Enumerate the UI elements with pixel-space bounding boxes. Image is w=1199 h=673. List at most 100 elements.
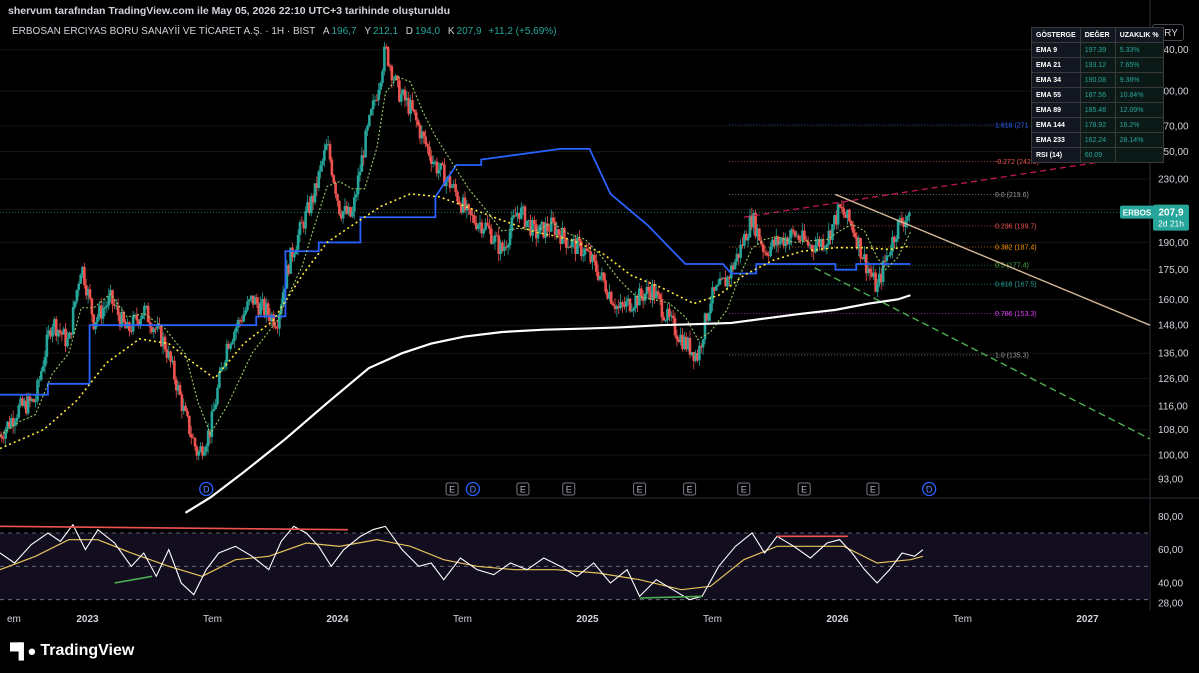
table-row: EMA 55 187.56 10.84% — [1031, 87, 1164, 103]
candle-body — [248, 299, 251, 302]
candle-body — [662, 317, 666, 321]
candle-body — [274, 326, 277, 328]
candle-body — [868, 268, 872, 273]
close-value: 207,9 — [456, 26, 482, 37]
candle-body — [291, 247, 294, 258]
candle-body — [525, 220, 529, 227]
candle-body — [763, 251, 767, 253]
table-cell-dist: 12.09% — [1114, 102, 1164, 118]
candle-body — [491, 241, 495, 244]
time-axis: em 2023 Tem 2024 Tem 2025 Tem 2026 Tem 2027 — [7, 614, 1099, 625]
candle-body — [64, 328, 67, 347]
candle-body — [713, 287, 716, 291]
candle-body — [287, 265, 291, 274]
price-tick-label: 340,00 — [1158, 45, 1189, 56]
price-tick-label: 136,00 — [1158, 349, 1189, 360]
candle-body — [733, 261, 737, 270]
candle-body — [816, 239, 819, 245]
candle-body — [519, 207, 523, 219]
candle-body — [66, 338, 69, 347]
rsi-tick-label: 28,00 — [1158, 599, 1183, 610]
candle-body — [396, 75, 399, 81]
fib-label: -0.272 (242.5) — [995, 159, 1039, 166]
rsi-tick-label: 60,00 — [1158, 545, 1183, 556]
candle-body — [900, 218, 904, 224]
fib-label: 0.382 (187.4) — [995, 244, 1037, 251]
candle-body — [634, 295, 637, 309]
candle-body — [454, 184, 457, 192]
candle-body — [21, 398, 24, 406]
candle-body — [701, 339, 705, 348]
candle-body — [609, 291, 613, 304]
fib-label: 0.0 (219.6) — [995, 192, 1029, 199]
candle-body — [266, 303, 270, 315]
candle-body — [60, 332, 64, 335]
supertrend-line — [0, 147, 911, 396]
candle-body — [364, 130, 367, 158]
candle-body — [418, 125, 422, 139]
candle-body — [767, 255, 771, 257]
dividend-marker — [199, 481, 214, 497]
candle-body — [394, 75, 397, 80]
candle-body — [144, 305, 148, 307]
candle-body — [159, 326, 163, 347]
candle-body — [591, 254, 594, 263]
candle-body — [19, 398, 22, 406]
indicator-table: GÖSTERGE DEĞER UZAKLIK % EMA 9 197.39 5.33… — [1031, 27, 1164, 163]
candle-body — [546, 223, 549, 231]
price-tick-label: 250,00 — [1158, 147, 1189, 158]
fib-label: 1.0 (135.3) — [995, 352, 1029, 359]
candle-body — [276, 327, 279, 329]
candle-body — [41, 366, 45, 372]
earnings-marker — [797, 482, 811, 496]
candle-body — [45, 334, 49, 357]
table-cell-value: 60.09 — [1079, 147, 1116, 163]
candle-body — [401, 89, 405, 94]
price-tag-box — [1153, 204, 1189, 231]
candle-body — [795, 235, 799, 237]
candle-body — [328, 144, 332, 160]
marker-label: D — [203, 485, 210, 495]
candle-body — [707, 313, 711, 321]
candle-body — [602, 272, 606, 281]
price-tick-label: 190,00 — [1158, 238, 1189, 249]
table-row: EMA 21 193.12 7.65% — [1031, 57, 1164, 73]
candle-body — [589, 251, 592, 263]
candle-body — [105, 305, 109, 307]
rsi-tick-label: 80,00 — [1158, 512, 1183, 523]
price-tick-label: 175,00 — [1158, 265, 1189, 276]
brand-name: TradingView — [40, 642, 135, 659]
candle-body — [883, 260, 887, 262]
candle-body — [189, 434, 193, 438]
candle-body — [859, 237, 862, 258]
candle-body — [724, 277, 727, 287]
table-cell-name: EMA 144 — [1031, 117, 1081, 133]
candle-body — [54, 319, 58, 337]
tv-logo-icon: ▀▌● — [10, 642, 36, 660]
candle-body — [285, 265, 289, 289]
candle-body — [6, 421, 9, 430]
ema-mid-line — [0, 193, 911, 450]
candle-body — [128, 322, 131, 332]
candle-body — [474, 222, 478, 229]
candle-body — [456, 191, 459, 202]
candle-body — [298, 222, 302, 235]
high-value: 212,1 — [372, 26, 399, 37]
candle-body — [356, 175, 360, 195]
candle-body — [534, 224, 538, 239]
candle-body — [482, 229, 486, 234]
candle-body — [441, 163, 444, 165]
symbol-legend[interactable]: ERBOSAN ERCIYAS BORU SANAYİİ VE TİCARET … — [12, 26, 557, 37]
candle-body — [540, 221, 544, 225]
candle-body — [323, 149, 326, 161]
candle-body — [849, 221, 853, 225]
time-tick-label: Tem — [953, 614, 972, 625]
tradingview-logo[interactable]: ▀▌● TradingView — [10, 642, 134, 660]
table-header: GÖSTERGE — [1031, 27, 1081, 43]
candle-body — [626, 298, 630, 302]
candle-body — [683, 336, 686, 350]
candle-body — [51, 327, 54, 337]
candle-body — [819, 239, 823, 247]
